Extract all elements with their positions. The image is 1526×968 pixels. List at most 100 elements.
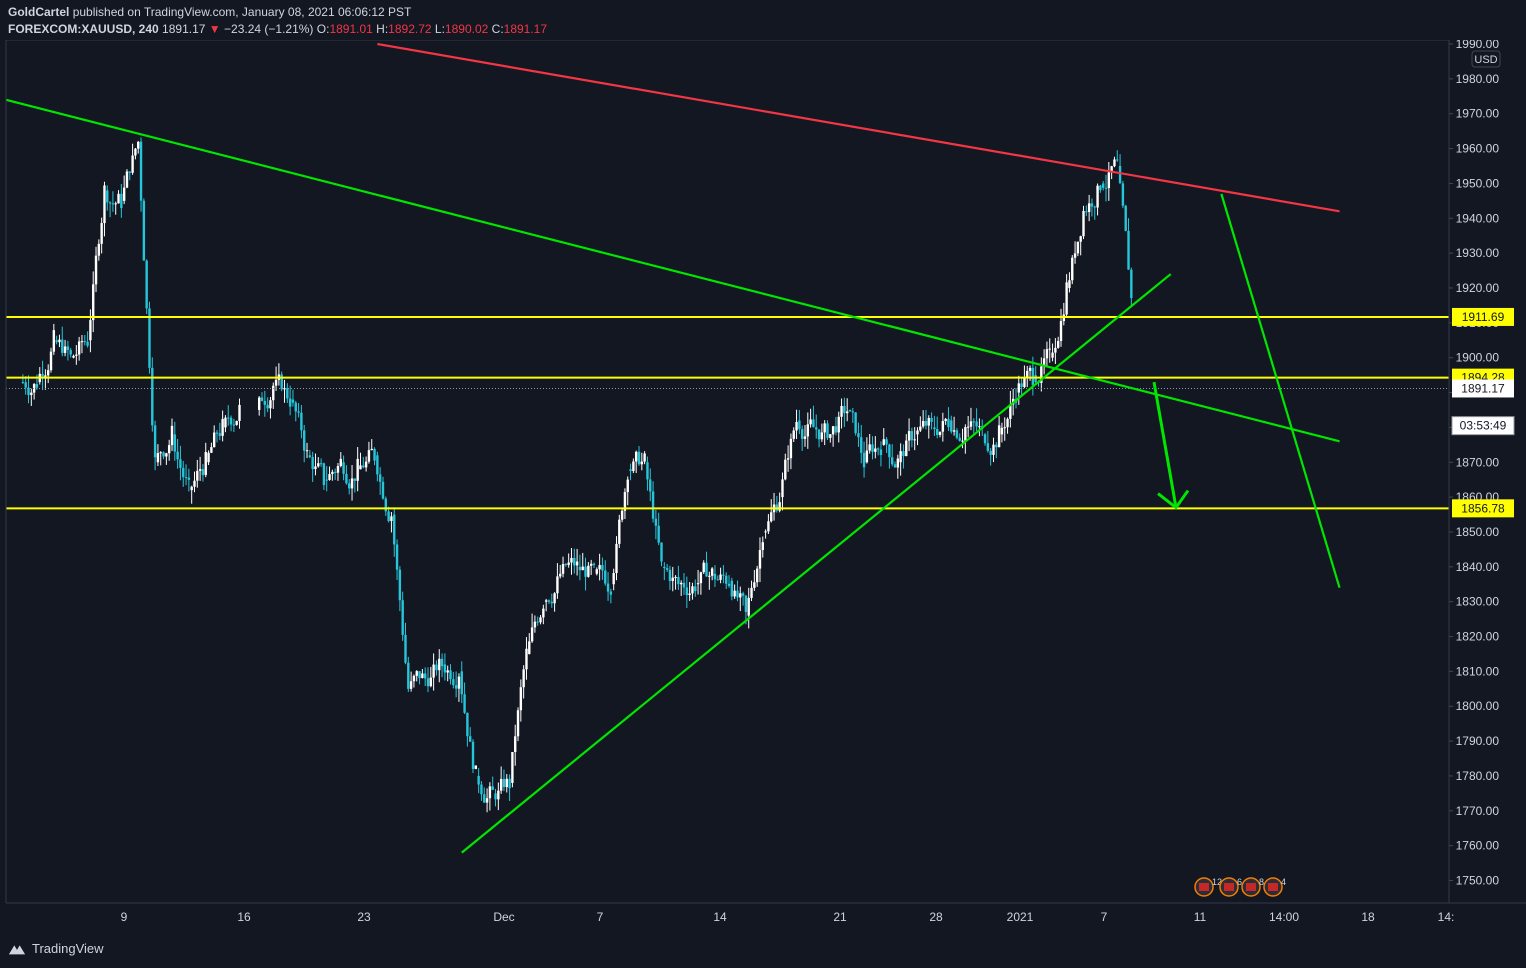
candle-body	[353, 478, 357, 481]
candle-body	[342, 462, 345, 474]
candle-body	[179, 459, 182, 468]
candle-body	[938, 431, 942, 435]
candle-body	[311, 457, 314, 470]
candle-body	[722, 574, 725, 576]
candle-body	[601, 565, 604, 571]
candle-body	[823, 423, 826, 433]
high-value: 1892.72	[388, 22, 432, 36]
trendline[interactable]	[461, 273, 1172, 854]
candle-body	[544, 600, 548, 602]
candle-body	[1054, 347, 1057, 353]
candle-body	[719, 574, 722, 580]
candle-body	[1090, 203, 1094, 207]
event-count: 6	[1237, 877, 1242, 887]
candle-body	[452, 679, 455, 686]
close-value: 1891.17	[503, 22, 548, 36]
symbol-name[interactable]: FOREXCOM:XAUUSD, 240	[8, 22, 159, 36]
candle-body	[440, 658, 444, 667]
candle-body	[272, 385, 275, 401]
candle-body	[333, 471, 337, 473]
candle-body	[589, 563, 593, 566]
tradingview-logo-text: TradingView	[32, 941, 104, 956]
candle-body	[907, 431, 911, 441]
candle-body	[615, 543, 618, 574]
candle-body	[106, 190, 109, 203]
y-tick-label: 1920.00	[1456, 281, 1500, 295]
open-value: 1891.01	[329, 22, 373, 36]
candle-body	[457, 676, 461, 689]
candle-body	[224, 417, 227, 428]
candle-body	[739, 593, 742, 598]
candle-body	[640, 461, 644, 465]
candle-body	[733, 590, 736, 597]
candle-body	[373, 448, 376, 461]
candle-body	[100, 223, 103, 244]
candle-body	[165, 453, 168, 457]
candle-body	[581, 566, 584, 571]
candle-body	[367, 450, 371, 462]
candle-body	[221, 418, 224, 436]
candle-body	[750, 587, 753, 598]
candle-body	[933, 427, 936, 430]
candle-body	[1009, 404, 1012, 419]
candle-body	[499, 778, 503, 791]
candle-body	[471, 741, 475, 769]
time-axis[interactable]: 9 16 23 Dec 7 14 21 28 2021 7 11 14:00 18 14:	[121, 910, 1455, 924]
candle-body	[66, 346, 70, 350]
candle-body	[505, 778, 508, 788]
candle-body	[229, 417, 233, 425]
candle-body	[387, 511, 390, 522]
y-tick-label: 1800.00	[1456, 699, 1500, 713]
author-name[interactable]: GoldCartel	[8, 5, 70, 19]
candle-body	[646, 462, 649, 480]
candle-body	[44, 375, 47, 377]
publish-header: GoldCartel published on TradingView.com,…	[0, 0, 1526, 40]
y-tick-label: 1990.00	[1456, 37, 1500, 51]
candle-body	[829, 434, 832, 438]
y-tick-label: 1940.00	[1456, 211, 1500, 225]
tradingview-logo[interactable]: TradingView	[8, 941, 104, 956]
candle-body	[525, 648, 528, 670]
candle-body	[418, 671, 421, 679]
candle-body	[1028, 367, 1032, 371]
publish-line: GoldCartel published on TradingView.com,…	[8, 5, 411, 19]
candle-body	[845, 411, 849, 414]
candle-body	[502, 778, 506, 788]
trendline[interactable]	[377, 42, 1340, 213]
candle-body	[63, 346, 67, 353]
candle-body	[1079, 236, 1082, 242]
candle-body	[919, 426, 922, 431]
candle-body	[913, 439, 916, 441]
price-label-box	[1452, 499, 1514, 518]
candle-body	[955, 430, 959, 438]
candle-body	[260, 397, 264, 401]
candle-body	[350, 478, 354, 489]
price-change: −23.24 (−1.21%)	[224, 22, 314, 36]
candle-body	[89, 320, 92, 341]
trendline[interactable]	[1220, 193, 1341, 589]
candle-body	[182, 467, 185, 478]
candle-body	[896, 458, 900, 468]
candle-body	[815, 427, 818, 430]
event-badges[interactable]: 12 6 8 4	[1194, 877, 1286, 897]
candle-body	[561, 564, 565, 574]
candle-body	[885, 439, 888, 445]
candle-body	[55, 340, 58, 343]
candle-body	[767, 521, 770, 532]
candle-body	[218, 433, 222, 436]
candle-body	[232, 424, 236, 426]
candle-body	[449, 670, 452, 680]
candle-body	[384, 498, 387, 512]
candle-body	[677, 576, 680, 585]
y-tick-label: 1850.00	[1456, 525, 1500, 539]
candle-body	[488, 786, 492, 799]
horizontal-levels	[6, 315, 1449, 510]
price-axis[interactable]: 1990.00 1980.00 1970.00 1960.00 1950.00 1940.…	[1449, 37, 1499, 888]
candle-body	[753, 582, 756, 588]
price-label-text: 1891.17	[1461, 381, 1505, 395]
candle-body	[49, 351, 53, 371]
currency-tag[interactable]: USD	[1471, 50, 1501, 68]
us-flag-icon	[1246, 883, 1256, 891]
trendline[interactable]	[5, 98, 1340, 443]
